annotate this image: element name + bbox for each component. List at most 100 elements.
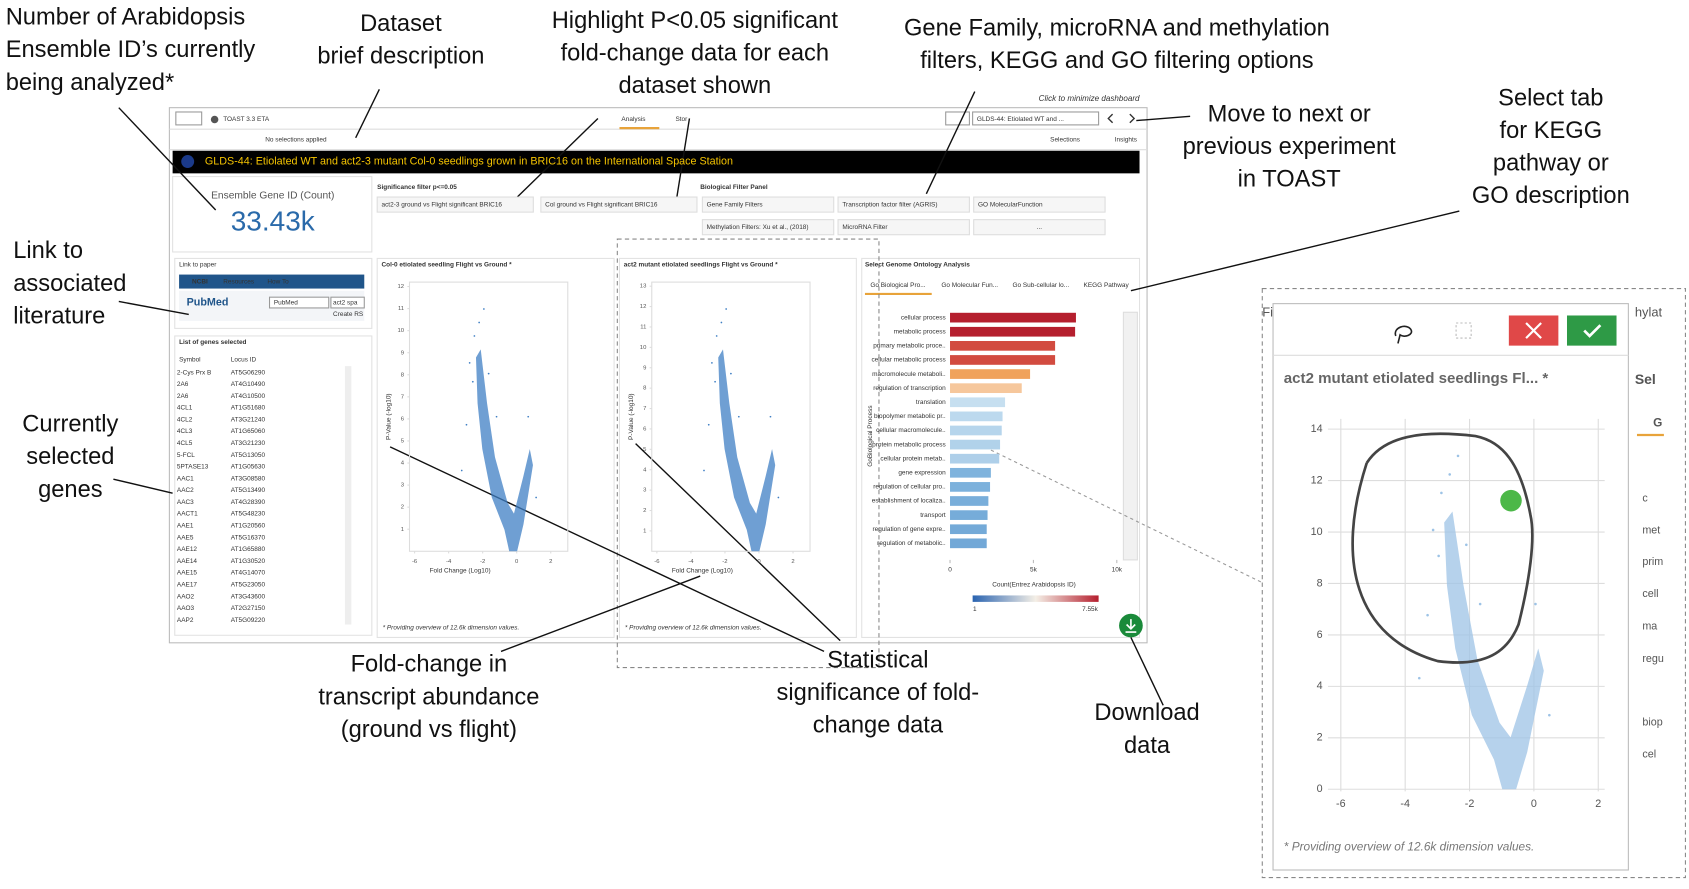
gene-cell: 4CL1 [177,405,193,412]
x-tick-label: -6 [654,559,660,565]
go-tab[interactable]: Go Molecular Fun... [941,282,998,289]
go-tab[interactable]: Go Biological Pro... [870,282,925,289]
footnote: * Providing overview of 12.6k dimension … [625,624,762,631]
zoom-fragment: c [1642,492,1648,504]
x-tick-label: 2 [1595,798,1601,810]
filter-button-label: ... [1037,224,1043,231]
point [1426,613,1429,617]
point [703,469,705,472]
gene-cell: AT1G65880 [231,546,266,553]
search-box[interactable] [330,296,365,309]
tab[interactable]: Stor [675,116,688,123]
bar [950,383,1022,394]
lasso-icon[interactable] [1394,325,1413,344]
point [483,308,485,310]
nav-arrows[interactable] [1107,113,1136,124]
filter-button[interactable] [376,196,534,213]
menu-button[interactable] [175,111,203,126]
filter-button[interactable] [837,196,970,213]
filter-button[interactable] [540,196,698,213]
y-tick-label: 11 [398,306,404,312]
color-scale-label: 1 [973,606,977,613]
x-tick-label: 5k [1030,566,1038,573]
x-tick-label: -6 [412,559,418,565]
gene-cell: 5PTASE13 [177,464,209,471]
filter-button[interactable] [701,219,835,236]
point [725,308,728,310]
x-tick-label: -2 [722,559,727,565]
gene-cell: AT4G28390 [231,499,266,506]
zoom-fragment: cel [1642,749,1656,761]
kpi-panel [172,176,373,253]
go-tab[interactable]: Go Sub-cellular lo... [1012,282,1069,289]
bookmark-button[interactable] [945,111,970,126]
zoom-fragment: biop [1642,716,1662,728]
y-tick-label: 4 [1317,680,1323,692]
bar [950,510,988,520]
category-label: regulation of metabolic.. [877,540,946,547]
point-cloud [1444,511,1544,790]
zoom-fragment: ma [1642,621,1657,633]
gene-cell: AAE17 [177,581,198,588]
scrollbar [1122,311,1138,561]
paper-panel [174,257,373,329]
point [1431,528,1435,532]
annotation: being analyzed* [6,70,174,96]
annotation: Ensemble ID’s currently [6,37,256,63]
filter-button[interactable] [837,219,970,236]
point-cloud [718,349,776,552]
annotation: Move to next or [1208,101,1371,127]
ncbi-menu[interactable]: Resources [223,278,254,285]
db-select[interactable] [268,296,330,309]
annotation: significance of fold- [777,680,980,706]
minimize-link[interactable]: Click to minimize dashboard [1039,94,1140,103]
db-select-label: PubMed [274,299,298,306]
annotation: literature [13,303,105,329]
confirm-button[interactable] [1566,315,1617,346]
insights-button[interactable]: Insights [1115,137,1137,144]
tab[interactable]: Analysis [621,116,645,123]
confirm-icon [1583,324,1602,338]
filter-button[interactable] [701,196,835,213]
x-tick-label: 0 [515,559,519,565]
annotation-arrows [113,89,1460,706]
x-tick-label: 2 [791,559,794,565]
annotation: genes [38,477,103,503]
dataset-dropdown-label: GLDS-44: Etiolated WT and ... [977,116,1064,123]
gene-list-panel [174,335,373,636]
dataset-dropdown[interactable] [972,111,1100,126]
annotation: for KEGG [1500,118,1603,144]
y-tick-label: 5 [401,439,405,445]
category-label: cellular protein metab.. [880,455,945,462]
gene-cell: AAO3 [177,605,195,612]
y-tick-label: 4 [643,467,647,473]
point [737,415,740,418]
zoom-fragment: Sel [1635,371,1656,387]
gene-cell: AT4G10490 [231,381,266,388]
gene-cell: AT5G13050 [231,452,266,459]
select-icon[interactable] [1455,322,1472,339]
y-tick-label: 2 [401,505,404,511]
panel-title: Biological Filter Panel [700,184,768,191]
gene-cell: 2-Cys Prx B [177,369,211,376]
selections-button[interactable]: Selections [1050,137,1080,144]
y-tick-label: 2 [1317,732,1323,744]
y-tick-label: 10 [398,328,405,334]
volcano-panel [618,257,857,638]
panel-title: List of genes selected [179,339,246,346]
annotation: Select tab [1498,85,1603,111]
go-tab[interactable]: KEGG Pathway [1084,282,1130,289]
category-label: translation [916,399,946,406]
create-link[interactable]: Create RS [333,311,364,318]
ncbi-label: NCBI [192,278,208,285]
kpi-label: Ensemble Gene ID (Count) [211,191,334,202]
point [1534,602,1537,606]
point [465,423,468,426]
footnote: * Providing overview of 12.6k dimension … [383,624,520,631]
ncbi-menu[interactable]: How To [267,278,289,285]
y-tick-label: 7 [401,394,404,400]
chart-title: act2 mutant etiolated seedlings Flight v… [624,262,778,269]
filter-button[interactable] [973,196,1106,213]
filter-button[interactable] [973,219,1106,236]
y-tick-label: 12 [1311,474,1323,486]
